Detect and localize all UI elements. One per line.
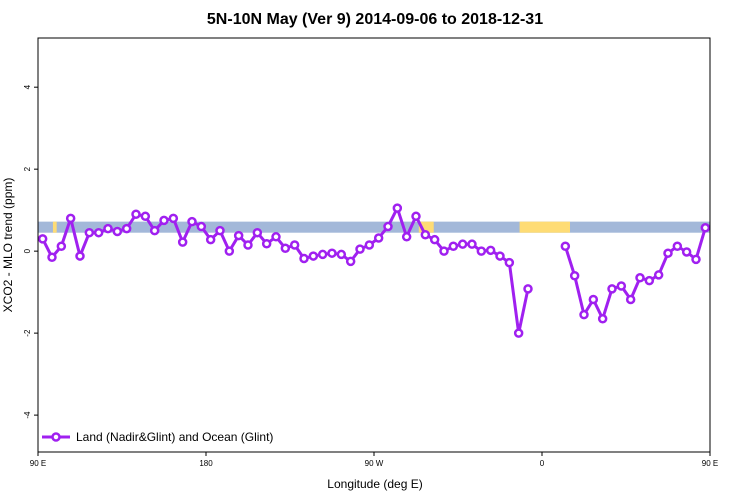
data-point	[289, 240, 300, 250]
data-point	[261, 239, 272, 249]
data-point	[625, 294, 636, 305]
data-point	[597, 314, 608, 324]
data-point	[103, 223, 113, 234]
data-point	[345, 256, 356, 267]
y-axis: -4 -2 0 2 4	[23, 84, 38, 419]
data-point	[299, 253, 309, 264]
y-tick-label: -2	[23, 329, 32, 337]
data-point	[75, 251, 85, 261]
data-point	[131, 209, 141, 220]
data-point	[392, 203, 403, 213]
series-line-0-1	[563, 227, 707, 321]
data-point	[523, 284, 533, 294]
land-band-1	[418, 221, 434, 233]
data-point	[401, 232, 412, 242]
data-point	[65, 213, 76, 224]
data-point	[420, 230, 431, 240]
data-point	[224, 246, 235, 256]
y-tick-label: 0	[23, 248, 32, 253]
data-point	[485, 245, 496, 256]
data-point	[569, 270, 580, 281]
data-series	[37, 203, 711, 338]
data-point	[560, 241, 571, 251]
x-tick-label: 90 W	[365, 459, 384, 468]
data-point	[84, 227, 95, 238]
data-point	[140, 211, 151, 222]
data-point	[93, 227, 104, 238]
x-tick-label: 0	[540, 459, 545, 468]
data-point	[37, 234, 48, 244]
data-point	[457, 239, 468, 249]
data-point	[280, 243, 291, 254]
data-point	[448, 241, 459, 251]
data-point	[653, 270, 664, 280]
data-point	[504, 257, 515, 268]
data-point	[308, 251, 319, 261]
data-point	[355, 244, 365, 254]
land-band-2	[519, 221, 570, 233]
x-axis: 90 E 180 90 W 0 90 E	[30, 452, 718, 468]
data-point	[168, 213, 179, 224]
legend-marker	[51, 432, 61, 442]
data-point	[579, 309, 589, 320]
data-point	[700, 223, 711, 233]
data-point	[616, 281, 627, 291]
data-point	[252, 227, 263, 238]
ocean-band	[38, 221, 710, 233]
data-point	[373, 233, 384, 243]
data-point	[644, 275, 655, 286]
data-point	[327, 248, 337, 258]
data-point	[149, 225, 160, 236]
data-point	[187, 216, 197, 227]
data-point	[233, 230, 244, 241]
y-axis-label: XCO2 - MLO trend (ppm)	[1, 178, 15, 313]
x-tick-label: 90 E	[702, 459, 718, 468]
data-point	[56, 241, 67, 251]
x-tick-label: 180	[199, 459, 213, 468]
x-tick-label: 90 E	[30, 459, 46, 468]
data-point	[336, 249, 347, 260]
data-point	[513, 328, 524, 338]
data-point	[588, 294, 599, 305]
data-point	[243, 240, 253, 250]
data-point	[177, 237, 188, 247]
land-ocean-band	[38, 221, 710, 233]
data-point	[607, 284, 617, 294]
data-point	[663, 248, 673, 258]
data-point	[47, 252, 57, 263]
data-point	[691, 254, 701, 265]
data-point	[205, 234, 216, 245]
x-axis-label: Longitude (deg E)	[327, 477, 422, 491]
data-point	[429, 234, 440, 245]
data-point	[271, 232, 281, 242]
data-point	[121, 223, 132, 234]
data-point	[215, 225, 225, 236]
data-point	[635, 273, 645, 283]
data-point	[364, 240, 375, 250]
data-point	[672, 241, 683, 251]
data-point	[383, 221, 393, 232]
data-point	[495, 251, 505, 261]
y-tick-label: 4	[23, 84, 32, 89]
data-point	[411, 211, 421, 222]
data-point	[196, 221, 207, 232]
data-point	[439, 246, 449, 256]
data-point	[112, 226, 123, 237]
data-point	[317, 249, 328, 260]
data-point	[467, 239, 477, 249]
legend: Land (Nadir&Glint) and Ocean (Glint)	[42, 430, 273, 444]
y-tick-label: 2	[23, 166, 32, 171]
legend-label: Land (Nadir&Glint) and Ocean (Glint)	[76, 430, 273, 444]
land-band-0	[52, 221, 57, 233]
data-point	[476, 246, 487, 256]
data-point	[159, 215, 169, 226]
data-point	[681, 247, 692, 257]
chart-title: 5N-10N May (Ver 9) 2014-09-06 to 2018-12…	[207, 11, 543, 28]
y-tick-label: -4	[23, 411, 32, 419]
